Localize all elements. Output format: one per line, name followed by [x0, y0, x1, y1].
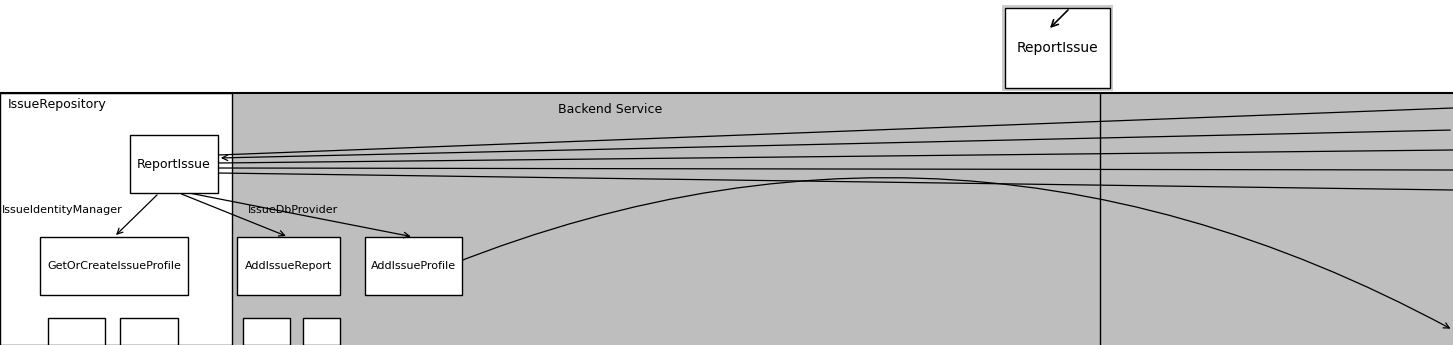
Text: ReportIssue: ReportIssue: [137, 158, 211, 170]
Bar: [1005, 8, 1110, 88]
Bar: [304, 318, 340, 345]
Bar: [1003, 5, 1113, 91]
Bar: [121, 318, 179, 345]
Bar: [237, 237, 340, 295]
Bar: [129, 135, 218, 193]
Text: IssueIdentityManager: IssueIdentityManager: [1, 205, 122, 215]
Text: ReportIssue: ReportIssue: [1017, 41, 1098, 55]
Bar: [0, 0, 1453, 93]
Bar: [0, 93, 1453, 345]
Text: AddIssueProfile: AddIssueProfile: [371, 261, 456, 271]
Text: GetOrCreateIssueProfile: GetOrCreateIssueProfile: [46, 261, 182, 271]
Bar: [0, 93, 232, 345]
Bar: [41, 237, 187, 295]
Text: AddIssueReport: AddIssueReport: [246, 261, 333, 271]
Text: IssueRepository: IssueRepository: [9, 98, 106, 111]
Bar: [365, 237, 462, 295]
Bar: [48, 318, 105, 345]
Text: IssueDbProvider: IssueDbProvider: [248, 205, 339, 215]
Bar: [243, 318, 291, 345]
Text: Backend Service: Backend Service: [558, 103, 663, 116]
